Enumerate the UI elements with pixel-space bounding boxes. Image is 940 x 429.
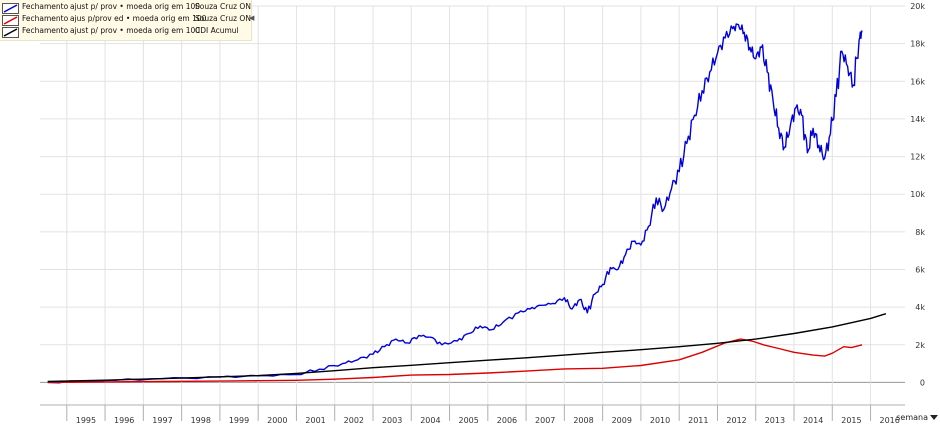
line-swatch-icon [2, 15, 19, 26]
x-tick-label: 2009 [612, 416, 632, 425]
x-tick-label: 2007 [535, 416, 555, 425]
chevron-down-icon [930, 415, 938, 420]
legend-label: Fechamento [22, 26, 69, 35]
line-swatch-icon [2, 27, 19, 38]
series-lines [47, 23, 887, 384]
x-tick-label: 1996 [114, 416, 134, 425]
x-tick-label: 1995 [76, 416, 96, 425]
legend-adjustment: ajus p/prov ed • moeda orig em 100 [70, 14, 207, 23]
legend-label: Fechamento [22, 14, 69, 23]
legend-adjustment: ajust p/ prov • moeda orig em 100 [70, 26, 201, 35]
legend: Fechamento ajust p/ prov • moeda orig em… [0, 0, 255, 41]
x-tick-label: 2004 [420, 416, 440, 425]
y-tick-label: 10k [910, 190, 925, 199]
x-tick-label: 2012 [726, 416, 746, 425]
x-tick-label: 2002 [344, 416, 364, 425]
x-tick-label: 2008 [573, 416, 593, 425]
x-tick-label: 1997 [152, 416, 172, 425]
frequency-label: semana [896, 413, 928, 422]
y-tick-label: 4k [915, 303, 925, 312]
x-tick-label: 2014 [803, 416, 823, 425]
legend-label: Fechamento [22, 2, 69, 11]
x-gridlines [66, 6, 872, 405]
series-line-2 [47, 313, 887, 383]
x-tick-label: 2001 [305, 416, 325, 425]
x-tick-label: 2013 [765, 416, 785, 425]
legend-series-name: CDI Acumul [195, 26, 239, 35]
y-tick-label: 0 [920, 378, 925, 387]
series-line-1 [47, 338, 863, 384]
y-axis: 0 2k 4k 6k 8k 10k 12k 14k 16k 18k 20k [910, 2, 925, 387]
line-swatch-icon [2, 3, 19, 14]
y-tick-label: 14k [910, 115, 925, 124]
x-tick-label: 2010 [650, 416, 670, 425]
x-tick-label: 2016 [880, 416, 900, 425]
x-tick-label: 2000 [267, 416, 287, 425]
x-tick-label: 1998 [191, 416, 211, 425]
x-tick-label: 2011 [688, 416, 708, 425]
x-tick-label: 2006 [497, 416, 517, 425]
y-tick-label: 8k [915, 228, 925, 237]
x-tick-label: 1999 [229, 416, 249, 425]
y-tick-label: 16k [910, 77, 925, 86]
legend-series-name: Souza Cruz ON [195, 2, 251, 11]
speaker-icon[interactable]: ◀ [249, 14, 255, 22]
y-tick-label: 2k [915, 341, 925, 350]
x-tick-label: 2005 [458, 416, 478, 425]
x-tick-label: 2003 [382, 416, 402, 425]
y-tick-label: 6k [915, 265, 925, 274]
x-axis: 1995 1996 1997 1998 1999 2000 2001 2002 2003 2004… [40, 404, 905, 425]
legend-series-name: Souza Cruz ON [195, 14, 251, 23]
frequency-selector[interactable]: semana [896, 413, 938, 422]
series-line-0 [47, 23, 863, 384]
y-tick-label: 12k [910, 153, 925, 162]
legend-adjustment: ajust p/ prov • moeda orig em 100 [70, 2, 201, 11]
x-tick-label: 2015 [841, 416, 861, 425]
y-tick-label: 18k [910, 40, 925, 49]
y-tick-label: 20k [910, 2, 925, 11]
